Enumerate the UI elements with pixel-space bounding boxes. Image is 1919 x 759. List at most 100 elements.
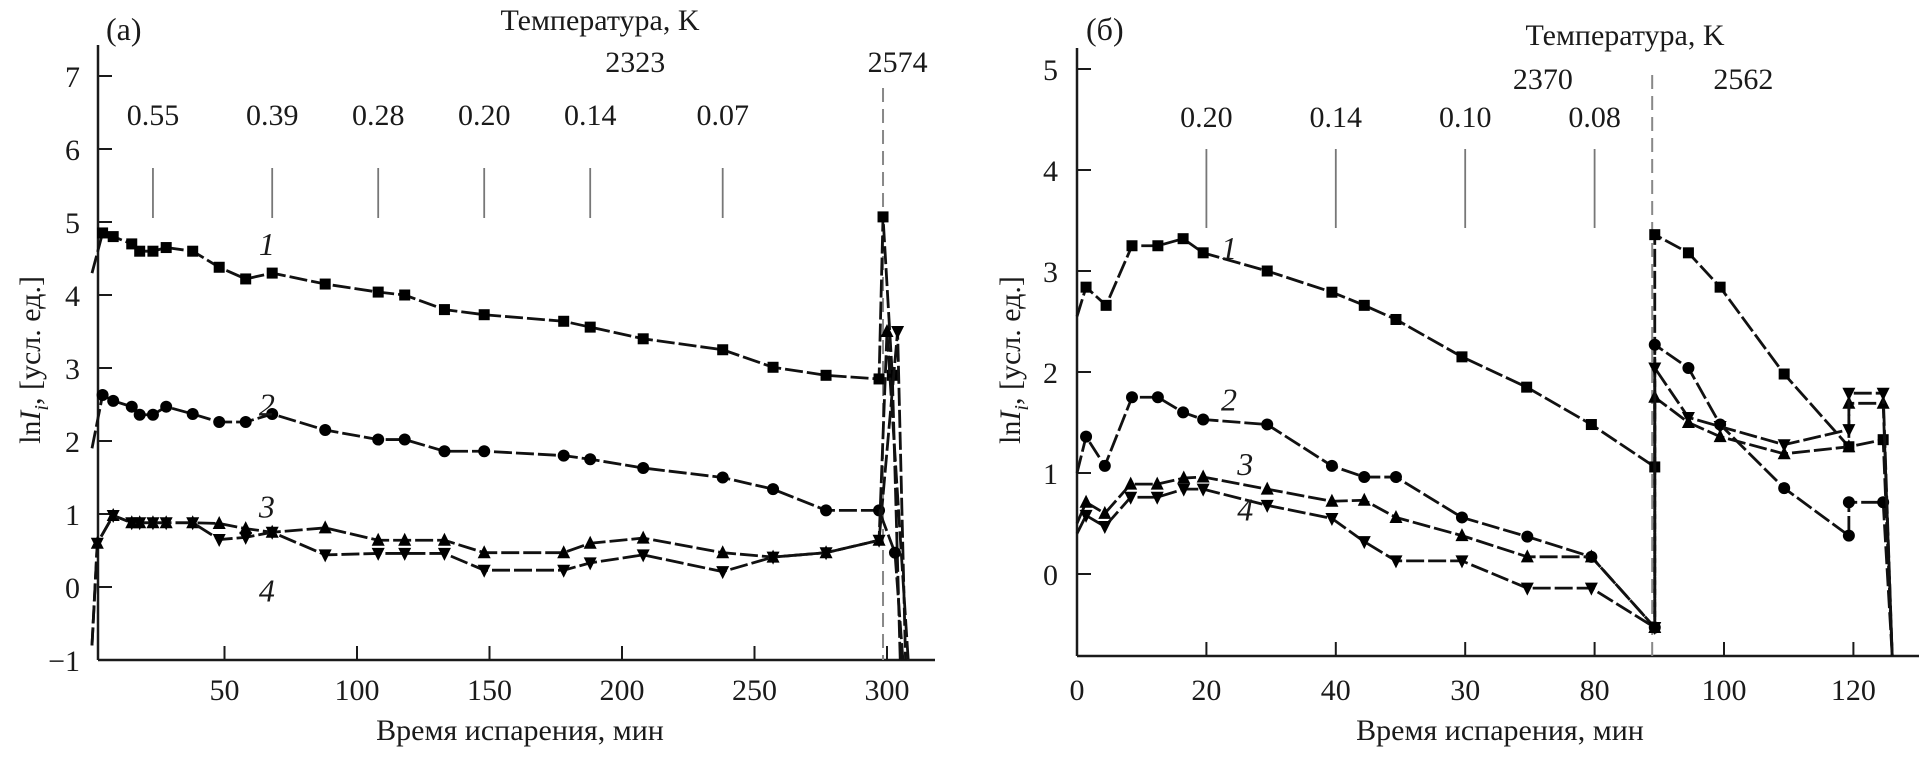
series-1-point bbox=[558, 315, 570, 327]
y-tick-label: 3 bbox=[1043, 256, 1058, 289]
annotation-label: 0.10 bbox=[1439, 101, 1492, 134]
series-2-point bbox=[1389, 471, 1402, 484]
series-4-point bbox=[212, 534, 226, 548]
series-1-line bbox=[1075, 232, 1894, 656]
series-4-point bbox=[239, 531, 253, 545]
series-1-point bbox=[319, 278, 331, 290]
series-2-point bbox=[266, 407, 279, 420]
series-4-point bbox=[1196, 483, 1210, 497]
y-axis-label-suffix: , [усл. ед.] bbox=[14, 276, 47, 405]
series-1-point bbox=[1585, 419, 1597, 431]
series-2-point bbox=[319, 424, 332, 437]
series-4-point bbox=[1876, 387, 1890, 401]
series-1-point bbox=[1358, 299, 1370, 311]
series-1-point bbox=[1080, 281, 1092, 293]
x-tick-label: 50 bbox=[210, 674, 240, 707]
temperature-title: Температура, K bbox=[1525, 19, 1724, 52]
series-4-point bbox=[1584, 582, 1598, 596]
series-1-point bbox=[717, 344, 729, 356]
series-1-point bbox=[767, 361, 779, 373]
series-2-point bbox=[438, 445, 451, 458]
series-2-point bbox=[1325, 459, 1338, 472]
series-1-label: 1 bbox=[1221, 230, 1237, 266]
temperature-label: 2562 bbox=[1713, 63, 1773, 96]
series-1-point bbox=[240, 273, 252, 285]
series-3-point bbox=[398, 532, 412, 546]
x-tick-label: 120 bbox=[1831, 674, 1876, 707]
series-4-point bbox=[318, 549, 332, 563]
series-4-point bbox=[583, 557, 597, 571]
x-tick-label: 80 bbox=[1580, 674, 1610, 707]
series-3-point bbox=[212, 515, 226, 529]
series-4-point bbox=[133, 517, 147, 531]
series-2-label: 2 bbox=[1221, 381, 1237, 417]
y-axis-label: lnIi, [усл. ед.] bbox=[14, 276, 53, 444]
series-1-point bbox=[1521, 381, 1533, 393]
series-2-point bbox=[1842, 529, 1855, 542]
series-2-point bbox=[146, 408, 159, 421]
series-4-point bbox=[1777, 439, 1791, 453]
series-3-point bbox=[1357, 492, 1371, 506]
series-4-point bbox=[371, 547, 385, 561]
series-1-point bbox=[1649, 229, 1661, 241]
series-1-point bbox=[126, 238, 138, 250]
series-1-point bbox=[873, 373, 885, 385]
series-1-point bbox=[134, 245, 146, 257]
series-4-label: 4 bbox=[1237, 491, 1253, 527]
series-4-point bbox=[557, 564, 571, 578]
series-3-point bbox=[557, 545, 571, 559]
y-axis-label-var: I bbox=[994, 409, 1027, 422]
y-axis-label-suffix: , [усл. ед.] bbox=[994, 276, 1027, 405]
series-1-point bbox=[160, 242, 172, 254]
series-1-point bbox=[1326, 286, 1338, 298]
series-4-point bbox=[1357, 536, 1371, 550]
series-3-point bbox=[477, 545, 491, 559]
y-tick-label: 0 bbox=[65, 572, 80, 605]
series-1-point bbox=[886, 369, 898, 381]
series-4-point bbox=[1520, 582, 1534, 596]
series-1-point bbox=[266, 267, 278, 279]
x-tick-label: 300 bbox=[865, 674, 910, 707]
series-2-point bbox=[584, 453, 597, 466]
series-4-point bbox=[398, 547, 412, 561]
panel-a: −1 0 1 2 3 4 5 6 7 50 100 150 200 250 300 Время испарен… bbox=[14, 4, 935, 747]
series-4-point bbox=[1079, 509, 1093, 523]
series-4-point bbox=[1150, 491, 1164, 505]
series-2-line bbox=[1075, 342, 1894, 656]
temperature-title: Температура, K bbox=[500, 4, 699, 37]
annotation-label: 0.08 bbox=[1568, 101, 1621, 134]
y-tick-label: 1 bbox=[65, 499, 80, 532]
series-2-point bbox=[1682, 361, 1695, 374]
series-2-point bbox=[1778, 482, 1791, 495]
series-3-point bbox=[1584, 549, 1598, 563]
series-1-point bbox=[1456, 351, 1468, 363]
y-axis-label-prefix: ln bbox=[14, 421, 47, 444]
series-4-point bbox=[106, 509, 120, 523]
series-3-point bbox=[1150, 476, 1164, 490]
series-3-point bbox=[1325, 493, 1339, 507]
series-2-point bbox=[1261, 418, 1274, 431]
series-4-point bbox=[1098, 521, 1112, 535]
series-3-label: 3 bbox=[1236, 446, 1253, 482]
series-4-point bbox=[437, 547, 451, 561]
series-3-point bbox=[1260, 481, 1274, 495]
series-3-point bbox=[716, 545, 730, 559]
series-4-point bbox=[1260, 499, 1274, 513]
series-3-point bbox=[318, 520, 332, 534]
series-1-point bbox=[147, 245, 159, 257]
series-1-point bbox=[877, 211, 889, 223]
series-1-point bbox=[1100, 299, 1112, 311]
series-1-point bbox=[1152, 240, 1164, 252]
y-tick-label: 4 bbox=[1043, 155, 1058, 188]
annotation-label: 0.07 bbox=[696, 99, 749, 132]
series-4-point bbox=[1648, 622, 1662, 636]
series-4-line bbox=[90, 331, 907, 661]
series-4-point bbox=[1648, 362, 1662, 376]
series-4-point bbox=[872, 534, 886, 548]
series-3-label: 3 bbox=[258, 489, 275, 525]
series-1-point bbox=[478, 309, 490, 321]
series-2-point bbox=[133, 408, 146, 421]
temperature-label: 2574 bbox=[868, 46, 928, 79]
series-2-point bbox=[637, 462, 650, 475]
